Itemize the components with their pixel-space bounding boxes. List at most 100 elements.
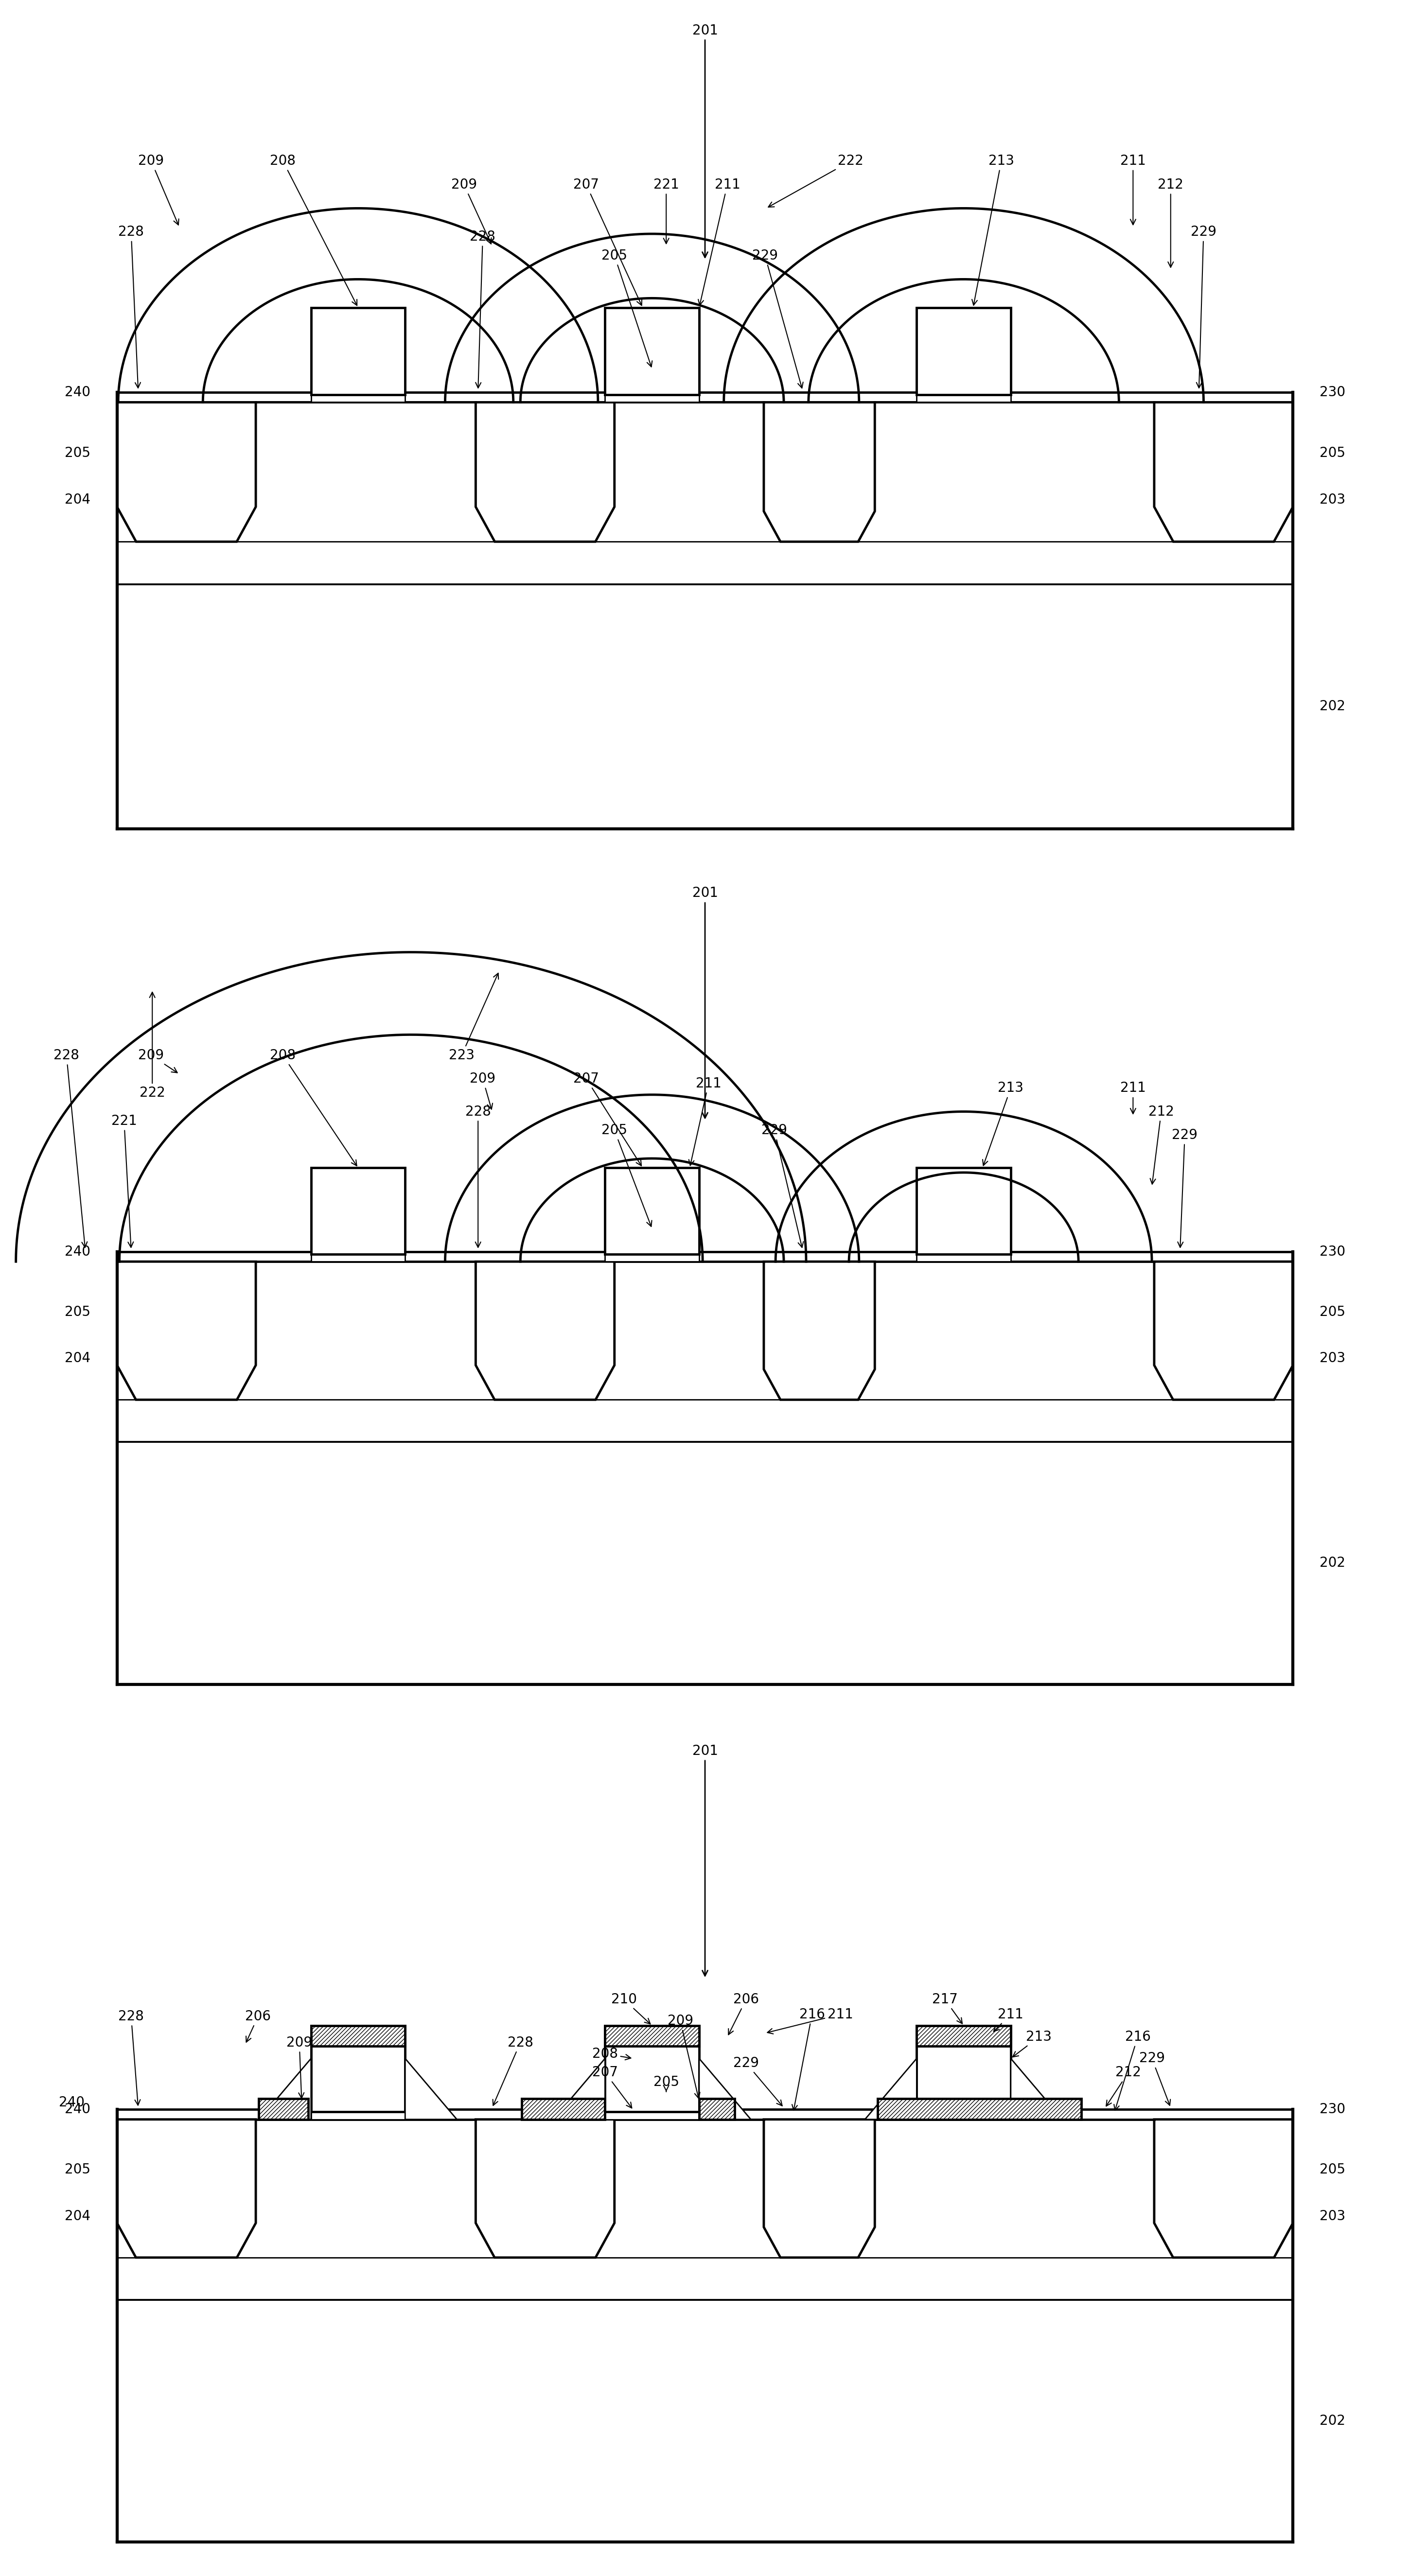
Text: 201: 201 bbox=[692, 1744, 718, 1976]
Polygon shape bbox=[764, 2120, 874, 2257]
Text: 228: 228 bbox=[493, 2035, 533, 2105]
Text: 228: 228 bbox=[118, 224, 144, 389]
Polygon shape bbox=[117, 1399, 1293, 1443]
Text: 240: 240 bbox=[65, 2102, 90, 2115]
Text: 230: 230 bbox=[1320, 2102, 1345, 2115]
Text: 209: 209 bbox=[470, 1072, 496, 1110]
Text: 221: 221 bbox=[111, 1115, 137, 1247]
Text: 216: 216 bbox=[792, 2007, 825, 2110]
Text: 203: 203 bbox=[1320, 492, 1345, 507]
Polygon shape bbox=[764, 1262, 874, 1399]
Text: 212: 212 bbox=[1148, 1105, 1175, 1185]
Text: 229: 229 bbox=[761, 1123, 804, 1247]
Text: 207: 207 bbox=[574, 1072, 642, 1167]
Text: 229: 229 bbox=[1190, 224, 1217, 389]
Text: 208: 208 bbox=[269, 155, 357, 307]
Text: 212: 212 bbox=[1107, 2066, 1141, 2107]
Polygon shape bbox=[475, 2120, 615, 2257]
Text: 208: 208 bbox=[269, 1048, 357, 1167]
Polygon shape bbox=[117, 2300, 1293, 2543]
Text: 211: 211 bbox=[689, 1077, 722, 1164]
Text: 230: 230 bbox=[1320, 386, 1345, 399]
Text: 229: 229 bbox=[752, 250, 804, 389]
Polygon shape bbox=[117, 541, 1293, 585]
Polygon shape bbox=[405, 2058, 457, 2120]
Polygon shape bbox=[312, 1167, 405, 1255]
Text: 201: 201 bbox=[692, 23, 718, 258]
Polygon shape bbox=[1011, 2058, 1063, 2120]
Text: 240: 240 bbox=[59, 2097, 85, 2110]
Text: 228: 228 bbox=[118, 2009, 144, 2105]
Polygon shape bbox=[312, 2025, 405, 2112]
Text: 206: 206 bbox=[729, 1994, 759, 2035]
Text: 209: 209 bbox=[667, 2014, 699, 2099]
Text: 240: 240 bbox=[65, 1244, 90, 1257]
Text: 205: 205 bbox=[1320, 446, 1345, 459]
Polygon shape bbox=[475, 402, 615, 541]
Polygon shape bbox=[312, 1255, 405, 1262]
Polygon shape bbox=[605, 307, 699, 394]
Text: 229: 229 bbox=[733, 2056, 783, 2105]
Polygon shape bbox=[605, 1167, 699, 1255]
Text: 211: 211 bbox=[1120, 1082, 1146, 1113]
Text: 209: 209 bbox=[286, 2035, 312, 2099]
Polygon shape bbox=[117, 585, 1293, 829]
Text: 202: 202 bbox=[1320, 1556, 1345, 1569]
Text: 228: 228 bbox=[465, 1105, 491, 1247]
Text: 209: 209 bbox=[138, 155, 179, 224]
Polygon shape bbox=[117, 1443, 1293, 1685]
Text: 205: 205 bbox=[653, 2076, 680, 2092]
Polygon shape bbox=[916, 394, 1011, 402]
Polygon shape bbox=[877, 2099, 1081, 2120]
Text: 212: 212 bbox=[1158, 178, 1183, 268]
Text: 223: 223 bbox=[448, 974, 499, 1061]
Polygon shape bbox=[916, 2025, 1011, 2045]
Text: 205: 205 bbox=[65, 1306, 90, 1319]
Text: 230: 230 bbox=[1320, 1244, 1345, 1257]
Text: 213: 213 bbox=[971, 155, 1014, 304]
Text: 205: 205 bbox=[602, 250, 653, 366]
Text: 204: 204 bbox=[65, 2210, 90, 2223]
Polygon shape bbox=[312, 394, 405, 402]
Text: 222: 222 bbox=[140, 992, 165, 1100]
Polygon shape bbox=[764, 402, 874, 541]
Text: 228: 228 bbox=[54, 1048, 87, 1247]
Text: 202: 202 bbox=[1320, 701, 1345, 714]
Text: 202: 202 bbox=[1320, 2414, 1345, 2427]
Text: 206: 206 bbox=[245, 2009, 271, 2043]
Text: 240: 240 bbox=[65, 386, 90, 399]
Text: 229: 229 bbox=[1139, 2050, 1170, 2105]
Polygon shape bbox=[553, 2058, 605, 2120]
Text: 213: 213 bbox=[983, 1082, 1024, 1164]
Polygon shape bbox=[699, 2058, 752, 2120]
Text: 204: 204 bbox=[65, 492, 90, 507]
Polygon shape bbox=[1155, 1262, 1293, 1399]
Text: 205: 205 bbox=[65, 446, 90, 459]
Polygon shape bbox=[916, 307, 1011, 394]
Text: 203: 203 bbox=[1320, 1352, 1345, 1365]
Text: 221: 221 bbox=[653, 178, 680, 245]
Polygon shape bbox=[117, 402, 255, 541]
Text: 207: 207 bbox=[592, 2066, 632, 2107]
Text: 204: 204 bbox=[65, 1352, 90, 1365]
Polygon shape bbox=[605, 1255, 699, 1262]
Polygon shape bbox=[605, 2025, 699, 2112]
Polygon shape bbox=[864, 2058, 917, 2120]
Text: 209: 209 bbox=[451, 178, 491, 245]
Polygon shape bbox=[258, 2099, 309, 2120]
Polygon shape bbox=[259, 2058, 312, 2120]
Text: 211: 211 bbox=[994, 2007, 1024, 2032]
Polygon shape bbox=[605, 394, 699, 402]
Polygon shape bbox=[312, 2112, 405, 2120]
Text: 222: 222 bbox=[768, 155, 864, 206]
Text: 207: 207 bbox=[574, 178, 642, 307]
Polygon shape bbox=[916, 2112, 1011, 2120]
Text: 228: 228 bbox=[470, 229, 495, 389]
Polygon shape bbox=[916, 1255, 1011, 1262]
Polygon shape bbox=[312, 307, 405, 394]
Text: 211: 211 bbox=[698, 178, 740, 304]
Polygon shape bbox=[522, 2099, 605, 2120]
Polygon shape bbox=[475, 1262, 615, 1399]
Text: 205: 205 bbox=[602, 1123, 651, 1226]
Text: 208: 208 bbox=[592, 2048, 630, 2061]
